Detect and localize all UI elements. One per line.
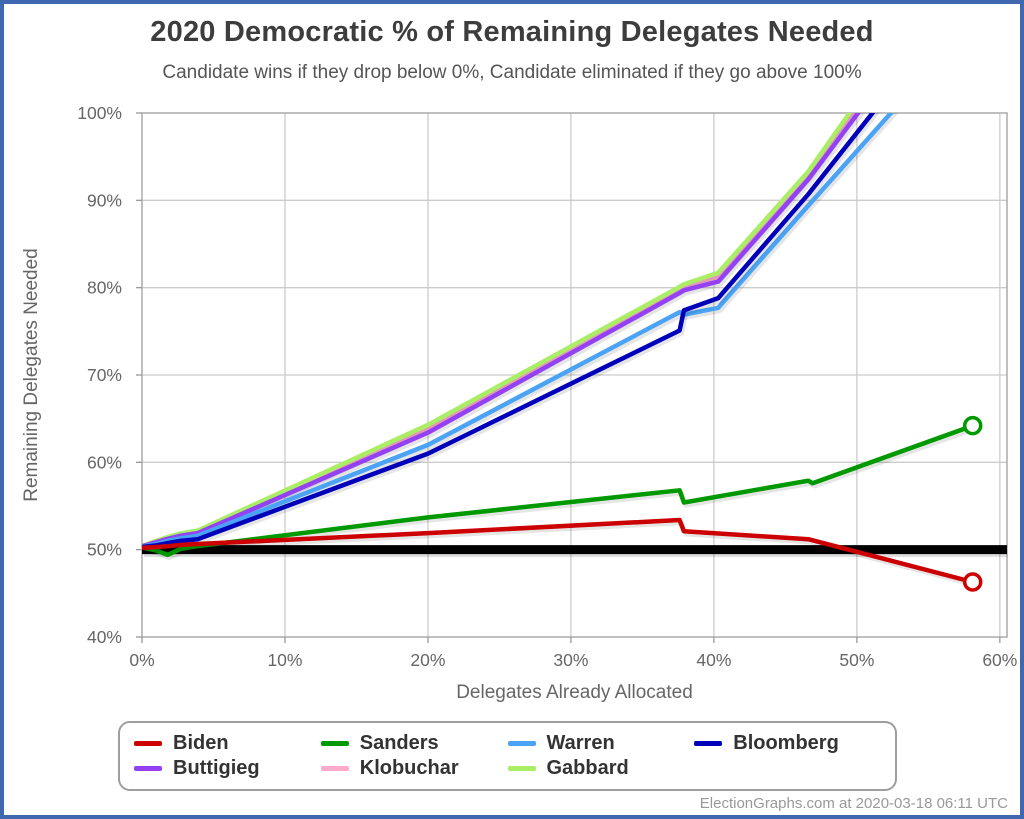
legend-item-bloomberg: Bloomberg [694, 732, 881, 755]
legend-item-buttigieg: Buttigieg [134, 757, 321, 780]
series-line-sanders [142, 423, 975, 558]
y-tick-label-80: 80% [87, 278, 122, 298]
x-tick-label-10: 10% [267, 650, 302, 670]
series-line-gabbard [142, 113, 853, 549]
chart-title: 2020 Democratic % of Remaining Delegates… [150, 16, 874, 48]
legend-swatch-biden [134, 741, 162, 746]
legend-label-buttigieg: Buttigieg [173, 757, 260, 779]
legend-swatch-bloomberg [694, 741, 723, 746]
series-line-buttigieg [142, 113, 861, 549]
y-tick-label-100: 100% [77, 103, 122, 123]
legend-label-sanders: Sanders [359, 732, 439, 754]
y-tick-label-50: 50% [87, 540, 122, 560]
series-endpoint-biden [962, 572, 983, 592]
x-tick-label-50: 50% [839, 650, 874, 670]
legend-item-warren: Warren [507, 732, 695, 755]
legend-item-biden: Biden [134, 732, 321, 755]
x-tick-label-40: 40% [696, 650, 731, 670]
series-shadow-biden [142, 520, 977, 588]
y-tick-label-70: 70% [87, 365, 122, 385]
legend-item-sanders: Sanders [320, 732, 508, 755]
legend-item-klobuchar: Klobuchar [320, 757, 508, 780]
x-tick-label-0: 0% [129, 650, 154, 670]
series-endpoint-sanders [962, 415, 983, 436]
legend-swatch-klobuchar [320, 766, 349, 771]
legend-label-bloomberg: Bloomberg [733, 732, 839, 754]
x-tick-label-20: 20% [410, 650, 445, 670]
attribution: ElectionGraphs.com at 2020-03-18 06:11 U… [699, 795, 1008, 812]
y-axis-title: Remaining Delegates Needed [21, 248, 42, 502]
legend-label-gabbard: Gabbard [546, 757, 629, 779]
legend-swatch-sanders [320, 741, 349, 746]
legend-label-klobuchar: Klobuchar [359, 757, 459, 779]
chart-subtitle: Candidate wins if they drop below 0%, Ca… [162, 62, 862, 83]
y-tick-label-90: 90% [87, 190, 122, 210]
legend: Biden Sanders Warren Bloomberg Buttigieg Klob… [118, 721, 897, 791]
y-tick-label-40: 40% [87, 627, 122, 647]
legend-swatch-warren [507, 741, 536, 746]
plot-area: 0% 10% 20% 30% 40% 50% 60% 40% 50% 60% 70% 80% 90% 10… [77, 103, 1017, 670]
series-line-klobuchar [142, 113, 856, 549]
x-tick-label-60: 60% [982, 650, 1017, 670]
legend-item-gabbard: Gabbard [507, 757, 695, 780]
y-tick-label-60: 60% [87, 452, 122, 472]
x-axis-title: Delegates Already Allocated [456, 682, 693, 703]
x-tick-label-30: 30% [553, 650, 588, 670]
series-line-biden [142, 517, 975, 585]
legend-swatch-buttigieg [134, 766, 162, 771]
legend-swatch-gabbard [507, 766, 536, 771]
series-line-warren [142, 113, 894, 549]
series-line-bloomberg [142, 113, 876, 550]
legend-label-biden: Biden [173, 732, 229, 754]
legend-label-warren: Warren [546, 732, 615, 754]
